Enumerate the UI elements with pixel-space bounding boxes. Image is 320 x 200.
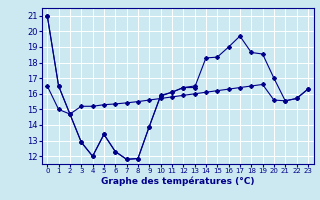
X-axis label: Graphe des températures (°C): Graphe des températures (°C) [101,177,254,186]
